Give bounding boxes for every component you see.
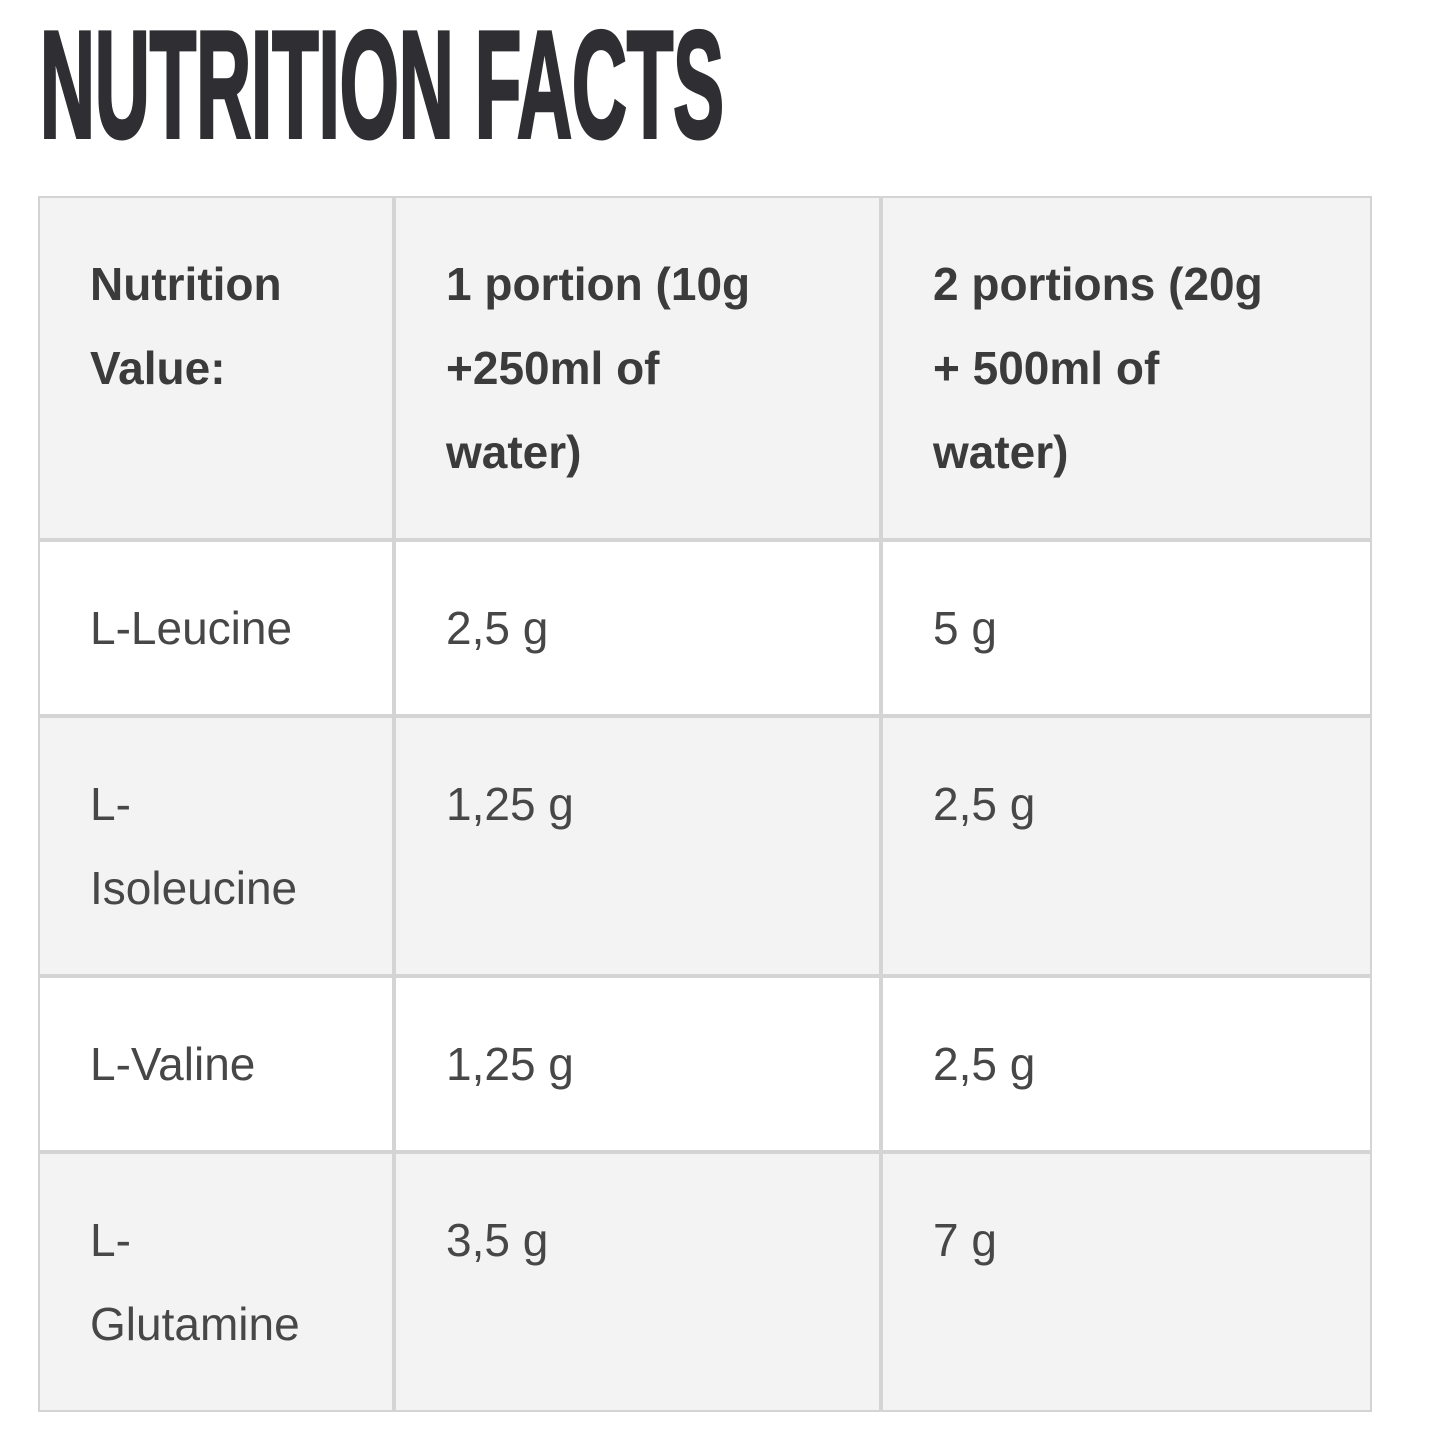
nutrition-facts-table: Nutrition Value: 1 portion (10g +250ml o… <box>38 196 1372 1412</box>
col-header-nutrition-value-label: Nutrition Value: <box>90 258 282 394</box>
col-header-portion-2: 2 portions (20g + 500ml of water) <box>881 196 1372 540</box>
portion-2-value-text: 7 g <box>933 1214 997 1266</box>
portion-2-value-text: 2,5 g <box>933 778 1036 830</box>
cell-nutrient-name: L-Glutamine <box>38 1152 394 1412</box>
col-header-portion-1: 1 portion (10g +250ml of water) <box>394 196 881 540</box>
cell-portion-1-value: 2,5 g <box>394 540 881 716</box>
table-header-row: Nutrition Value: 1 portion (10g +250ml o… <box>38 196 1372 540</box>
portion-1-value-text: 3,5 g <box>446 1214 549 1266</box>
portion-2-value-text: 5 g <box>933 602 997 654</box>
cell-nutrient-name: L-Leucine <box>38 540 394 716</box>
portion-1-value-text: 1,25 g <box>446 1038 574 1090</box>
cell-portion-2-value: 2,5 g <box>881 716 1372 976</box>
portion-1-value-text: 1,25 g <box>446 778 574 830</box>
col-header-portion-2-label: 2 portions (20g + 500ml of water) <box>933 258 1263 478</box>
cell-nutrient-name: L-Valine <box>38 976 394 1152</box>
cell-nutrient-name: L-Isoleucine <box>38 716 394 976</box>
cell-portion-2-value: 7 g <box>881 1152 1372 1412</box>
nutrient-name-text: L-Leucine <box>90 602 293 654</box>
table-row: L-Valine 1,25 g 2,5 g <box>38 976 1372 1152</box>
cell-portion-1-value: 3,5 g <box>394 1152 881 1412</box>
page-title: NUTRITION FACTS <box>39 0 725 170</box>
cell-portion-2-value: 5 g <box>881 540 1372 716</box>
nutrient-name-text: L-Valine <box>90 1038 256 1090</box>
col-header-portion-1-label: 1 portion (10g +250ml of water) <box>446 258 751 478</box>
cell-portion-1-value: 1,25 g <box>394 976 881 1152</box>
cell-portion-1-value: 1,25 g <box>394 716 881 976</box>
portion-2-value-text: 2,5 g <box>933 1038 1036 1090</box>
table-row: L-Leucine 2,5 g 5 g <box>38 540 1372 716</box>
col-header-nutrition-value: Nutrition Value: <box>38 196 394 540</box>
nutrient-name-text: L-Glutamine <box>90 1214 300 1350</box>
nutrient-name-text: L-Isoleucine <box>90 778 298 914</box>
table-row: L-Isoleucine 1,25 g 2,5 g <box>38 716 1372 976</box>
cell-portion-2-value: 2,5 g <box>881 976 1372 1152</box>
portion-1-value-text: 2,5 g <box>446 602 549 654</box>
table-row: L-Glutamine 3,5 g 7 g <box>38 1152 1372 1412</box>
